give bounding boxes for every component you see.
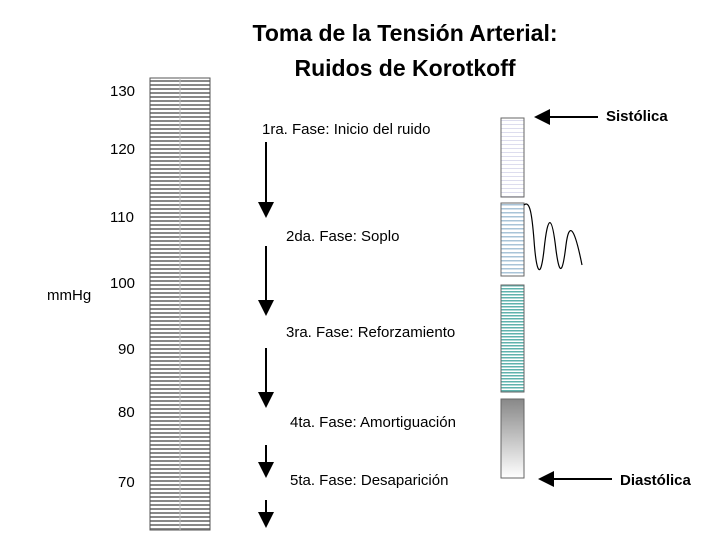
phase: 4ta. Fase: Amortiguación bbox=[290, 414, 456, 431]
scale-label: 120 bbox=[110, 141, 135, 158]
phase-box bbox=[500, 398, 525, 479]
scale-label: 110 bbox=[110, 209, 134, 226]
phase: 5ta. Fase: Desaparición bbox=[290, 472, 448, 489]
scale-label: 100 bbox=[110, 275, 135, 292]
phase-box bbox=[500, 117, 525, 198]
phase: 2da. Fase: Soplo bbox=[286, 228, 399, 245]
title: Toma de la Tensión Arterial: bbox=[252, 20, 557, 46]
scale: 130 120 110 100 90 80 70 mmHg bbox=[47, 83, 135, 491]
unit: mmHg bbox=[47, 287, 91, 304]
scale-label: 130 bbox=[110, 83, 135, 100]
phase-box bbox=[500, 202, 525, 277]
systolic-label: Sistólica bbox=[606, 108, 668, 125]
scale-label: 80 bbox=[118, 404, 135, 421]
scale-label: 70 bbox=[118, 474, 135, 491]
phase-box bbox=[500, 284, 525, 393]
scale-label: 90 bbox=[118, 341, 135, 358]
title: Ruidos de Korotkoff bbox=[294, 55, 515, 81]
sound-wave bbox=[523, 203, 583, 271]
phase: 1ra. Fase: Inicio del ruido bbox=[262, 121, 430, 138]
phase: 3ra. Fase: Reforzamiento bbox=[286, 324, 455, 341]
diastolic-label: Diastólica bbox=[620, 472, 692, 489]
